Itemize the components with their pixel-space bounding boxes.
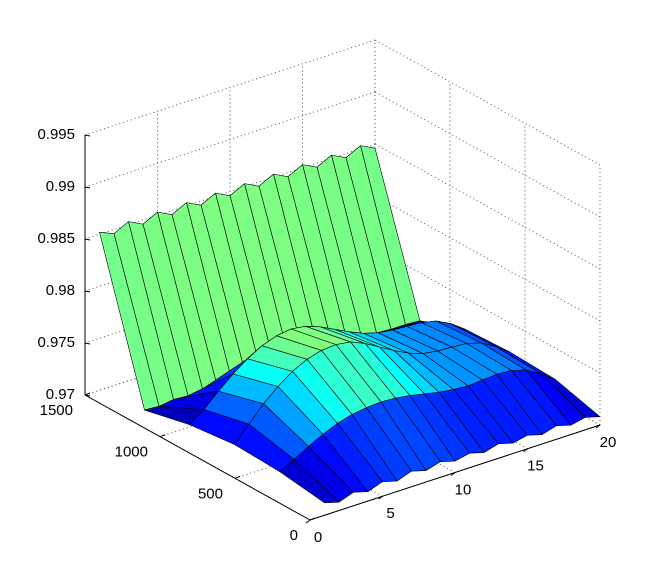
z-tick-label: 0.97 (46, 386, 75, 403)
z-tick (84, 342, 91, 345)
z-tick (84, 186, 91, 189)
x-tick-label: 5 (386, 505, 394, 522)
grid-line (84, 39, 376, 136)
z-tick-label: 0.985 (37, 230, 75, 247)
z-tick (84, 394, 91, 397)
surface-face (279, 459, 340, 504)
x-tick (450, 472, 456, 476)
y-tick-label: 1500 (40, 402, 73, 419)
x-tick (305, 519, 311, 524)
z-tick-label: 0.995 (37, 126, 75, 143)
z-tick-label: 0.975 (37, 334, 75, 351)
x-tick-label: 10 (455, 481, 472, 498)
y-tick (159, 434, 166, 438)
y-tick-label: 500 (198, 485, 223, 502)
grid-line (374, 247, 601, 374)
x-tick-label: 20 (600, 434, 617, 451)
z-tick (84, 290, 91, 293)
y-tick-label: 0 (290, 527, 298, 544)
z-tick-label: 0.99 (46, 178, 75, 195)
x-tick (523, 448, 528, 453)
y-tick-label: 1000 (115, 444, 148, 461)
grid-line (374, 195, 601, 322)
x-tick (595, 424, 601, 429)
grid-line (84, 143, 376, 240)
z-tick-label: 0.98 (46, 282, 75, 299)
x-tick-label: 0 (314, 529, 322, 546)
grid-line (374, 91, 601, 218)
grid-line (84, 91, 376, 188)
grid-line (374, 39, 601, 166)
y-tick (309, 517, 316, 521)
z-tick (84, 134, 91, 137)
x-tick (378, 495, 383, 500)
y-tick (234, 475, 241, 479)
grid-line (374, 143, 601, 270)
x-tick-label: 15 (527, 458, 544, 475)
axis-line (84, 394, 311, 521)
z-tick (84, 238, 91, 241)
